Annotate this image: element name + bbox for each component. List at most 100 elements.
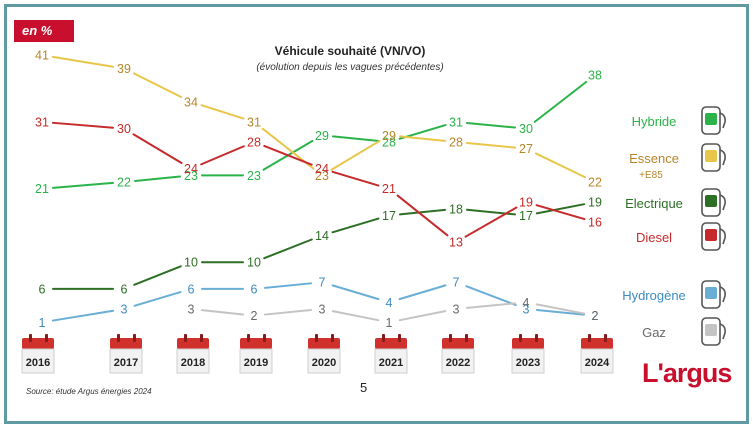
- series-line-0-4: [331, 135, 380, 142]
- calendar-ring-right-6: [465, 334, 468, 342]
- series-line-1-2: [200, 104, 245, 120]
- plug-hybrid-icon-hose: [719, 112, 726, 129]
- chart-title: Véhicule souhaité (VN/VO): [274, 44, 426, 58]
- x-tick-label-7: 2023: [516, 357, 540, 369]
- data-label-0-8: 38: [588, 69, 602, 83]
- series-line-4-5: [398, 284, 447, 301]
- series-line-1-6: [465, 142, 517, 149]
- x-tick-label-6: 2022: [446, 357, 470, 369]
- data-label-1-4: 23: [315, 169, 329, 183]
- calendar-body-1: [109, 348, 143, 374]
- x-tick-label-5: 2021: [379, 357, 403, 369]
- series-line-3-5: [396, 194, 449, 237]
- legend-label-4: Hydrogène: [622, 288, 686, 303]
- legend-label-0: Hybride: [632, 114, 677, 129]
- series-line-3-0: [51, 121, 115, 129]
- series-line-2-4: [331, 217, 380, 234]
- data-label-4-7: 3: [523, 302, 530, 316]
- series-line-5-1: [263, 309, 313, 316]
- x-tick-label-8: 2024: [585, 357, 610, 369]
- data-label-0-2: 23: [184, 169, 198, 183]
- data-label-3-2: 24: [184, 162, 198, 176]
- data-label-0-6: 31: [449, 115, 463, 129]
- hydrogen-pump-icon-panel: [705, 287, 717, 299]
- data-label-5-7: 4: [523, 296, 530, 310]
- x-tick-label-0: 2016: [26, 357, 50, 369]
- data-label-0-0: 21: [35, 182, 49, 196]
- series-line-4-1: [133, 291, 182, 307]
- series-line-1-1: [132, 72, 183, 98]
- data-label-4-0: 1: [39, 316, 46, 330]
- data-label-3-7: 19: [519, 196, 533, 210]
- data-label-2-8: 19: [588, 196, 602, 210]
- argus-logo: L'argus: [642, 358, 732, 388]
- series-line-2-1: [133, 265, 182, 286]
- calendar-header-2: [177, 338, 209, 349]
- calendar-body-3: [239, 348, 273, 374]
- data-label-1-6: 28: [449, 135, 463, 149]
- calendar-header-3: [240, 338, 272, 349]
- calendar-body-7: [511, 348, 545, 374]
- x-tick-label-1: 2017: [114, 357, 138, 369]
- series-line-2-3: [263, 238, 313, 260]
- series-line-1-4: [330, 139, 381, 171]
- data-label-3-0: 31: [35, 115, 49, 129]
- data-label-5-2: 3: [188, 302, 195, 316]
- calendar-ring-left-4: [315, 334, 318, 342]
- series-line-2-5: [398, 208, 447, 216]
- data-label-1-8: 22: [588, 176, 602, 190]
- series-line-5-3: [398, 310, 447, 322]
- legend-label-2: Electrique: [625, 196, 683, 211]
- calendar-body-5: [374, 348, 408, 374]
- series-line-2-7: [535, 203, 586, 215]
- electric-charger-icon-panel: [705, 195, 717, 207]
- series-line-0-6: [465, 121, 517, 129]
- data-label-4-8: 2: [592, 309, 599, 323]
- series-line-3-4: [331, 170, 380, 187]
- calendar-header-0: [22, 338, 54, 349]
- series-line-3-6: [464, 206, 518, 238]
- data-label-4-4: 7: [319, 276, 326, 290]
- calendar-ring-right-8: [604, 334, 607, 342]
- calendar-ring-left-8: [588, 334, 591, 342]
- data-label-1-5: 29: [382, 129, 396, 143]
- calendar-header-5: [375, 338, 407, 349]
- data-label-5-6: 3: [453, 302, 460, 316]
- data-label-1-2: 34: [184, 95, 198, 109]
- gas-pump-icon-hose: [719, 323, 726, 340]
- calendar-ring-right-3: [263, 334, 266, 342]
- series-line-1-7: [534, 152, 587, 179]
- data-label-0-7: 30: [519, 122, 533, 136]
- data-label-2-1: 6: [121, 282, 128, 296]
- calendar-body-0: [21, 348, 55, 374]
- calendar-body-2: [176, 348, 210, 374]
- calendar-ring-left-0: [29, 334, 32, 342]
- calendar-ring-left-2: [184, 334, 187, 342]
- calendar-ring-right-1: [133, 334, 136, 342]
- series-line-1-0: [51, 55, 115, 68]
- data-label-3-4: 24: [315, 162, 329, 176]
- data-label-0-1: 22: [117, 176, 131, 190]
- data-label-5-8: 2: [592, 309, 599, 323]
- x-tick-label-4: 2020: [312, 357, 336, 369]
- calendar-header-6: [442, 338, 474, 349]
- data-label-2-5: 17: [382, 209, 396, 223]
- data-label-5-5: 1: [386, 316, 393, 330]
- data-label-2-7: 17: [519, 209, 533, 223]
- legend-label-1: Essence: [629, 151, 679, 166]
- calendar-body-8: [580, 348, 614, 374]
- data-label-3-8: 16: [588, 216, 602, 230]
- data-label-0-3: 23: [247, 169, 261, 183]
- calendar-ring-left-1: [117, 334, 120, 342]
- data-label-4-1: 3: [121, 302, 128, 316]
- diesel-pump-icon-hose: [719, 228, 726, 245]
- x-tick-label-3: 2019: [244, 357, 268, 369]
- series-line-5-2: [331, 310, 380, 322]
- data-label-4-2: 6: [188, 282, 195, 296]
- plug-hybrid-icon-panel: [705, 113, 717, 125]
- calendar-ring-left-6: [449, 334, 452, 342]
- gas-pump-icon-panel: [705, 324, 717, 336]
- data-label-5-3: 2: [251, 309, 258, 323]
- series-line-1-5: [398, 135, 447, 142]
